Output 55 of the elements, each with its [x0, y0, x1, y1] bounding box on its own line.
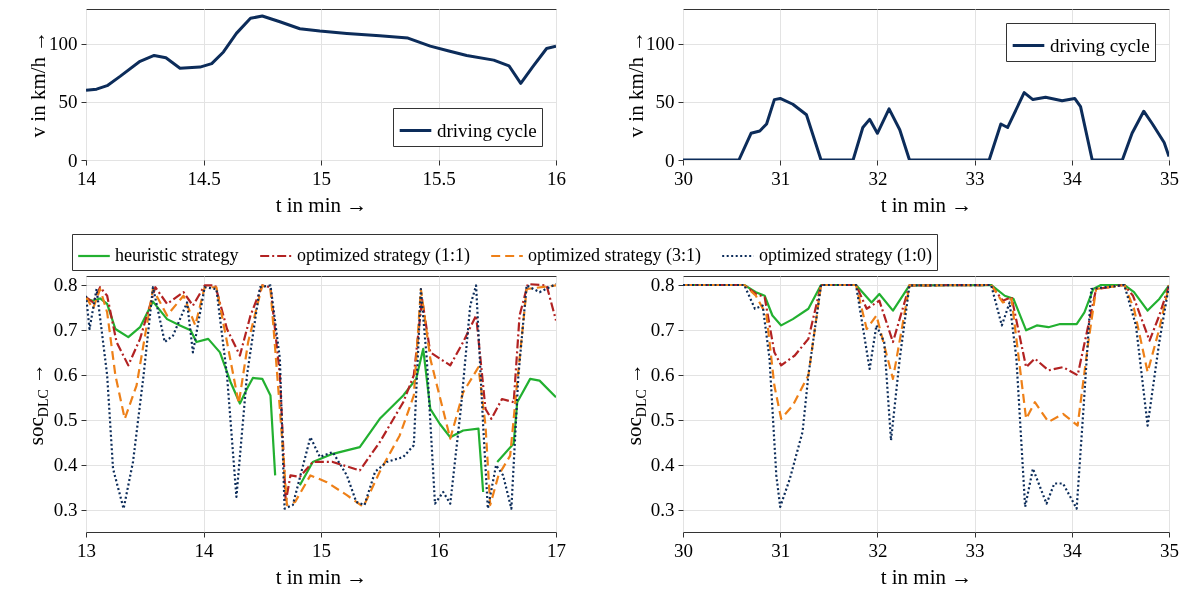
y-axis-title: v in km/h →	[25, 30, 50, 138]
x-tick-label: 15	[312, 539, 331, 561]
x-tick-label: 15	[312, 167, 331, 189]
line-series	[86, 14, 556, 92]
y-tick-label: 0.7	[650, 319, 675, 341]
x-tick-label: 30	[674, 539, 693, 561]
x-tick-label: 16	[547, 167, 566, 189]
x-axis-title: t in min →	[275, 564, 368, 589]
x-tick-label: 32	[868, 539, 888, 561]
x-tick-label: 32	[868, 167, 888, 189]
y-tick-label: 100	[646, 33, 675, 55]
x-tick-label: 14.5	[187, 167, 221, 189]
legend-label: heuristic strategy	[115, 245, 239, 265]
y-tick-label: 0.8	[650, 274, 675, 296]
x-tick-label: 15.5	[422, 167, 456, 189]
x-axis-title: t in min →	[880, 192, 973, 217]
x-tick-label: 16	[429, 539, 449, 561]
y-tick-label: 0	[68, 149, 78, 171]
y-tick-label: 0.5	[53, 409, 78, 431]
y-tick-label: 0.4	[650, 454, 675, 476]
x-tick-label: 34	[1062, 539, 1083, 561]
x-tick-label: 14	[194, 539, 214, 561]
y-axis-title: v in km/h →	[623, 30, 648, 138]
x-tick-label: 34	[1062, 167, 1083, 189]
legend-label: optimized strategy (3:1)	[528, 245, 701, 266]
y-tick-label: 100	[49, 33, 78, 55]
x-tick-label: 30	[674, 167, 693, 189]
y-tick-label: 0.3	[650, 499, 675, 521]
y-tick-label: 50	[58, 91, 78, 113]
line-series	[683, 283, 1169, 510]
x-tick-label: 31	[771, 167, 791, 189]
y-tick-label: 0.5	[650, 409, 675, 431]
x-tick-label: 35	[1160, 167, 1179, 189]
y-tick-label: 0.7	[53, 319, 78, 341]
x-axis-title: t in min →	[275, 192, 368, 217]
legend-label: driving cycle	[437, 119, 537, 141]
y-tick-label: 50	[655, 91, 675, 113]
x-tick-label: 33	[965, 167, 985, 189]
x-tick-label: 35	[1160, 539, 1179, 561]
x-tick-label: 14	[77, 167, 97, 189]
y-tick-label: 0.3	[53, 499, 78, 521]
legend-label: optimized strategy (1:1)	[297, 245, 470, 266]
y-tick-label: 0.4	[53, 454, 78, 476]
legend-label: optimized strategy (1:0)	[759, 245, 932, 266]
y-tick-label: 0.6	[650, 364, 675, 386]
x-tick-label: 13	[77, 539, 96, 561]
x-axis-title: t in min →	[880, 564, 973, 589]
legend-label: driving cycle	[1050, 34, 1150, 56]
line-series	[683, 283, 1169, 427]
y-tick-label: 0.6	[53, 364, 78, 386]
x-tick-label: 33	[965, 539, 985, 561]
x-tick-label: 17	[547, 539, 566, 561]
y-tick-label: 0	[665, 149, 675, 171]
x-tick-label: 31	[771, 539, 791, 561]
y-tick-label: 0.8	[53, 274, 78, 296]
